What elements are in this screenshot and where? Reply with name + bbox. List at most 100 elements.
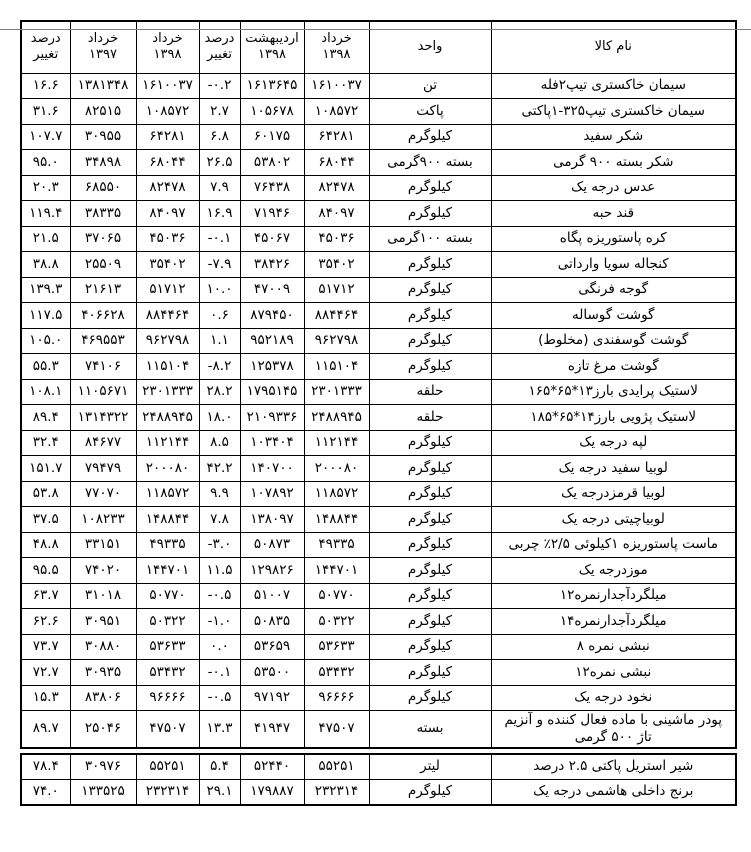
cell-unit: تن	[368, 72, 492, 99]
cell-product-name: پودر ماشینی با ماده فعال کننده و آنزیم ت…	[490, 709, 737, 749]
cell-ordibehesht-98: ۹۷۱۹۲	[239, 684, 305, 711]
cell-ordibehesht-98: ۵۲۴۴۰	[239, 753, 305, 780]
cell-ordibehesht-98: ۸۷۹۴۵۰	[239, 302, 305, 329]
price-table-continuation: شیر استریل پاکتی ۲.۵ درصد لیتر ۵۵۲۵۱ ۵۲۴…	[20, 752, 737, 806]
table-row: سیمان خاکستری تیپ۲فله تن ۱۶۱۰۰۳۷ ۱۶۱۳۶۴۵…	[20, 72, 737, 99]
cell-khordad-97: ۷۴۱۰۶	[69, 353, 137, 380]
cell-khordad-97: ۳۳۱۵۱	[69, 531, 137, 558]
cell-pct-change-yoy: ۱۶.۶	[20, 72, 71, 99]
cell-pct-change-mom: -۱.۰	[198, 608, 241, 635]
cell-product-name: گوشت گوساله	[490, 302, 737, 329]
table-row: لوبیا قرمزدرجه یک کیلوگرم ۱۱۸۵۷۲ ۱۰۷۸۹۲ …	[20, 480, 737, 507]
cell-khordad-98-2: ۱۱۲۱۴۴	[135, 429, 200, 456]
cell-pct-change-yoy: ۸۹.۷	[20, 709, 71, 749]
cell-ordibehesht-98: ۴۷۰۰۹	[239, 276, 305, 303]
cell-khordad-98-2: ۱۴۴۷۰۱	[135, 557, 200, 584]
cell-khordad-98-2: ۶۸۰۴۴	[135, 149, 200, 176]
cell-pct-change-mom: ۹.۹	[198, 480, 241, 507]
cell-ordibehesht-98: ۵۳۶۵۹	[239, 633, 305, 660]
cell-ordibehesht-98: ۵۳۵۰۰	[239, 659, 305, 686]
cell-khordad-97: ۳۰۹۵۵	[69, 123, 137, 150]
cell-khordad-98: ۵۰۳۲۲	[303, 608, 370, 635]
table-row: کنجاله سویا وارداتی کیلوگرم ۳۵۴۰۲ ۳۸۴۲۶ …	[20, 251, 737, 278]
cell-pct-change-yoy: ۷۴.۰	[20, 778, 71, 806]
cell-khordad-98: ۵۳۶۳۳	[303, 633, 370, 660]
cell-khordad-98: ۱۴۴۷۰۱	[303, 557, 370, 584]
cell-khordad-98-2: ۸۲۴۷۸	[135, 174, 200, 201]
cell-pct-change-mom: -۰.۲	[198, 72, 241, 99]
cell-ordibehesht-98: ۴۵۰۶۷	[239, 225, 305, 252]
cell-khordad-98-2: ۹۶۲۷۹۸	[135, 327, 200, 354]
cell-pct-change-yoy: ۱۵.۳	[20, 684, 71, 711]
cell-unit: کیلوگرم	[368, 251, 492, 278]
cell-khordad-97: ۱۳۳۵۲۵	[69, 778, 137, 806]
cell-pct-change-yoy: ۷۳.۷	[20, 633, 71, 660]
cell-unit: بسته ۹۰۰گرمی	[368, 149, 492, 176]
cell-pct-change-yoy: ۱۵۱.۷	[20, 455, 71, 482]
cell-product-name: ماست پاستوریزه ۱کیلوئی ۲/۵٪ چربی	[490, 531, 737, 558]
cell-pct-change-yoy: ۳۸.۸	[20, 251, 71, 278]
cell-pct-change-yoy: ۳۷.۵	[20, 506, 71, 533]
cell-pct-change-mom: ۸.۵	[198, 429, 241, 456]
table-row: میلگردآجدارنمره۱۴ کیلوگرم ۵۰۳۲۲ ۵۰۸۳۵ -۱…	[20, 608, 737, 635]
cell-unit: حلقه	[368, 378, 492, 405]
cell-pct-change-mom: ۱۸.۰	[198, 404, 241, 431]
cell-khordad-98: ۵۰۷۷۰	[303, 582, 370, 609]
cell-pct-change-mom: -۸.۲	[198, 353, 241, 380]
cell-pct-change-mom: -۰.۵	[198, 582, 241, 609]
cell-ordibehesht-98: ۹۵۲۱۸۹	[239, 327, 305, 354]
cell-khordad-97: ۷۹۴۷۹	[69, 455, 137, 482]
cell-pct-change-mom: -۰.۱	[198, 659, 241, 686]
cell-pct-change-yoy: ۲۱.۵	[20, 225, 71, 252]
cell-ordibehesht-98: ۷۱۹۴۶	[239, 200, 305, 227]
cell-unit: کیلوگرم	[368, 778, 492, 806]
table-row: گوجه فرنگی کیلوگرم ۵۱۷۱۲ ۴۷۰۰۹ ۱۰.۰ ۵۱۷۱…	[20, 276, 737, 303]
cell-ordibehesht-98: ۱۲۵۳۷۸	[239, 353, 305, 380]
table-row: لاستیک پژویی بارز۱۴*۶۵*۱۸۵ حلقه ۲۴۸۸۹۴۵ …	[20, 404, 737, 431]
cell-unit: کیلوگرم	[368, 531, 492, 558]
cell-khordad-97: ۸۴۶۷۷	[69, 429, 137, 456]
cell-khordad-98: ۹۶۶۶۶	[303, 684, 370, 711]
cell-khordad-98: ۳۵۴۰۲	[303, 251, 370, 278]
cell-khordad-97: ۸۳۸۰۶	[69, 684, 137, 711]
cell-khordad-98: ۶۸۰۴۴	[303, 149, 370, 176]
cell-unit: کیلوگرم	[368, 429, 492, 456]
cell-pct-change-yoy: ۳۲.۴	[20, 429, 71, 456]
cell-ordibehesht-98: ۵۰۸۳۵	[239, 608, 305, 635]
cell-khordad-97: ۳۰۹۳۵	[69, 659, 137, 686]
cell-pct-change-mom: ۶.۸	[198, 123, 241, 150]
cell-ordibehesht-98: ۷۶۴۳۸	[239, 174, 305, 201]
cell-khordad-98: ۱۱۵۱۰۴	[303, 353, 370, 380]
cell-pct-change-yoy: ۸۹.۴	[20, 404, 71, 431]
cell-product-name: کره پاستوریزه پگاه	[490, 225, 737, 252]
page: نام کالا واحد خرداد ۱۳۹۸ اردیبهشت ۱۳۹۸ د…	[0, 20, 751, 852]
cell-product-name: لاستیک پرایدی بارز۱۳*۶۵*۱۶۵	[490, 378, 737, 405]
cell-khordad-98: ۹۶۲۷۹۸	[303, 327, 370, 354]
cell-pct-change-yoy: ۷۸.۴	[20, 753, 71, 780]
cell-unit: کیلوگرم	[368, 200, 492, 227]
cell-pct-change-yoy: ۵۵.۳	[20, 353, 71, 380]
cell-ordibehesht-98: ۵۰۸۷۳	[239, 531, 305, 558]
cell-pct-change-mom: ۴۲.۲	[198, 455, 241, 482]
cell-khordad-98: ۱۱۲۱۴۴	[303, 429, 370, 456]
cell-product-name: سیمان خاکستری تیپ۳۲۵-۱پاکتی	[490, 98, 737, 125]
cell-pct-change-mom: -۰.۵	[198, 684, 241, 711]
cell-pct-change-yoy: ۳۱.۶	[20, 98, 71, 125]
cell-ordibehesht-98: ۵۱۰۰۷	[239, 582, 305, 609]
cell-pct-change-mom: ۱۶.۹	[198, 200, 241, 227]
cell-khordad-98: ۶۴۲۸۱	[303, 123, 370, 150]
cell-ordibehesht-98: ۱۷۹۵۱۴۵	[239, 378, 305, 405]
cell-khordad-98-2: ۵۳۴۳۲	[135, 659, 200, 686]
table-row: شکر بسته ۹۰۰ گرمی بسته ۹۰۰گرمی ۶۸۰۴۴ ۵۳۸…	[20, 149, 737, 176]
cell-khordad-98-2: ۵۰۳۲۲	[135, 608, 200, 635]
cell-unit: بسته ۱۰۰گرمی	[368, 225, 492, 252]
cell-unit: پاکت	[368, 98, 492, 125]
cell-product-name: سیمان خاکستری تیپ۲فله	[490, 72, 737, 99]
cell-khordad-98: ۲۰۰۰۸۰	[303, 455, 370, 482]
top-edge-rule	[0, 29, 751, 30]
cell-khordad-98-2: ۵۵۲۵۱	[135, 753, 200, 780]
cell-ordibehesht-98: ۴۱۹۴۷	[239, 709, 305, 749]
table-row: گوشت گوسفندی (مخلوط) کیلوگرم ۹۶۲۷۹۸ ۹۵۲۱…	[20, 327, 737, 354]
cell-product-name: کنجاله سویا وارداتی	[490, 251, 737, 278]
cell-pct-change-mom: -۰.۱	[198, 225, 241, 252]
